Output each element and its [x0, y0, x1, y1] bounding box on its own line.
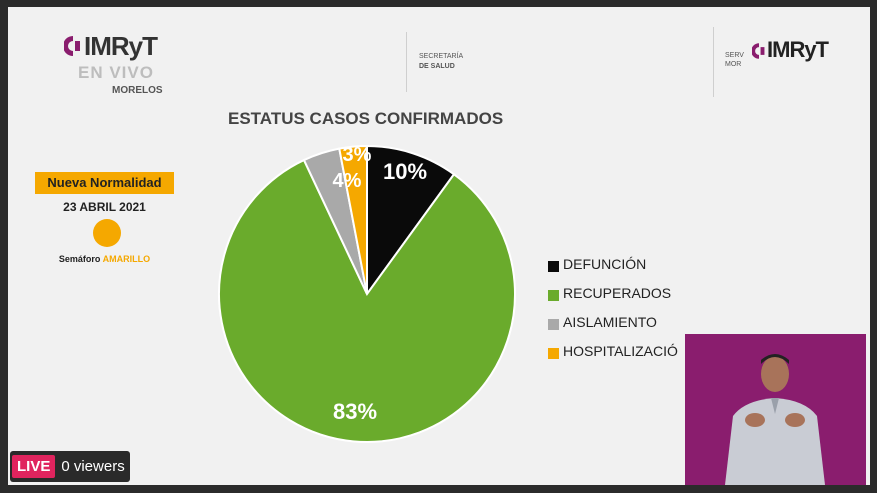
imryt-logo: IMRyT EN VIVO MORELOS	[64, 29, 194, 99]
pie-slice-2	[218, 158, 516, 443]
secretaria-logo: SECRETARÍA DE SALUD	[419, 52, 463, 72]
legend-swatch	[548, 261, 559, 272]
sign-language-interpreter-video	[685, 334, 866, 485]
legend-swatch	[548, 348, 559, 359]
secretaria-line2: DE SALUD	[419, 63, 455, 70]
header-divider-right	[713, 27, 714, 97]
imryt-logo-right: SERV MOR IMRyT	[725, 37, 865, 77]
viewer-count: 0 viewers	[61, 458, 125, 475]
legend-label: RECUPERADOS	[563, 285, 672, 301]
pie-slice-4	[338, 144, 368, 295]
pie-value-label-1: 10%	[383, 159, 427, 184]
pie-value-label-4: 3%	[343, 144, 372, 166]
semaforo-value: AMARILLO	[102, 254, 151, 264]
presentation-slide: IMRyT EN VIVO MORELOS SECRETARÍA DE SALU…	[8, 7, 870, 485]
logo-place: MORELOS	[112, 85, 163, 96]
legend-swatch	[548, 290, 559, 301]
live-indicator: LIVE 0 viewers	[10, 451, 130, 482]
semaforo-light-icon	[93, 219, 121, 247]
legend-label: HOSPITALIZACIÓ	[563, 343, 678, 359]
pie-chart: 10% 83% 4% 3%	[218, 144, 516, 443]
logo-brand: IMRyT	[84, 31, 158, 61]
legend-swatch	[548, 319, 559, 330]
pie-value-label-3: 4%	[333, 170, 362, 192]
semaforo-status: Semáforo AMARILLO	[35, 254, 174, 264]
report-date: 23 ABRIL 2021	[63, 200, 146, 214]
live-badge: LIVE	[12, 455, 56, 478]
semaforo-label: Semáforo	[58, 254, 101, 264]
interpreter-figure-icon	[725, 354, 825, 485]
secretaria-line1: SECRETARÍA	[419, 53, 464, 60]
logo-right-small: SERV	[725, 52, 744, 59]
imryt-mark-icon	[64, 36, 80, 56]
legend-label: AISLAMIENTO	[563, 314, 657, 330]
pie-slice-1	[366, 144, 456, 298]
legend-label: DEFUNCIÓN	[563, 256, 647, 272]
pie-value-label-2: 83%	[333, 399, 377, 424]
header-divider	[406, 32, 407, 92]
imryt-mark-icon	[752, 43, 765, 59]
logo-right-brand: IMRyT	[767, 37, 829, 62]
nueva-normalidad-badge: Nueva Normalidad	[35, 172, 174, 194]
chart-title: ESTATUS CASOS CONFIRMADOS	[228, 109, 504, 128]
logo-subtitle: EN VIVO	[78, 63, 154, 82]
logo-right-small2: MOR	[725, 61, 742, 68]
